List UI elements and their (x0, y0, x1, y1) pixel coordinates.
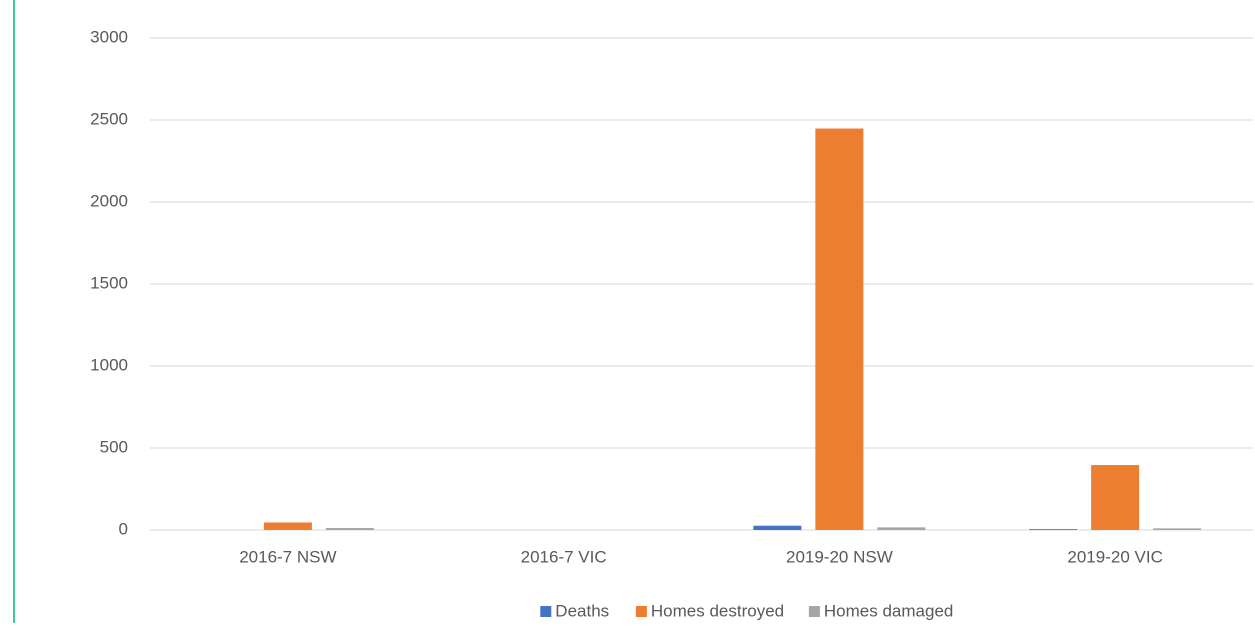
y-tick-label: 1000 (90, 355, 128, 374)
y-tick-label: 2000 (90, 191, 128, 210)
y-tick-label: 3000 (90, 27, 128, 46)
bar (753, 525, 802, 530)
y-tick-label: 500 (100, 437, 128, 456)
legend-swatch (540, 606, 552, 617)
legend-swatch (635, 606, 647, 617)
x-tick-label: 2019-20 NSW (786, 547, 893, 566)
bar (325, 528, 374, 530)
bar (877, 527, 926, 530)
legend-label: Homes damaged (824, 601, 953, 620)
x-tick-label: 2016-7 VIC (521, 547, 607, 566)
bar (815, 128, 864, 530)
legend-label: Deaths (555, 601, 609, 620)
bar (263, 522, 312, 530)
y-tick-label: 2500 (90, 109, 128, 128)
bar (1153, 528, 1202, 530)
y-tick-label: 1500 (90, 273, 128, 292)
x-tick-label: 2016-7 NSW (239, 547, 336, 566)
x-tick-label: 2019-20 VIC (1067, 547, 1162, 566)
bar (1029, 529, 1078, 530)
bar (1091, 465, 1140, 530)
y-tick-label: 0 (119, 519, 128, 538)
legend-swatch (808, 606, 820, 617)
legend-label: Homes destroyed (651, 601, 784, 620)
